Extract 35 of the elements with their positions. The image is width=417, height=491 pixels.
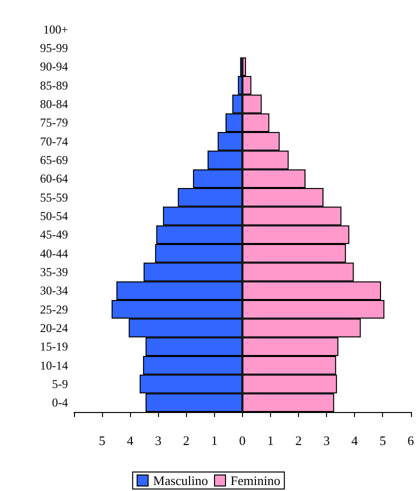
y-tick-label: 60-64 bbox=[40, 172, 68, 186]
x-tick-label: 1 bbox=[267, 433, 274, 448]
y-tick-label: 95-99 bbox=[40, 41, 68, 55]
y-tick-label: 55-59 bbox=[40, 190, 68, 204]
y-tick-label: 100+ bbox=[43, 22, 68, 36]
y-tick-label: 65-69 bbox=[40, 153, 68, 167]
y-tick-label: 0-4 bbox=[52, 396, 68, 410]
y-tick-label: 75-79 bbox=[40, 116, 68, 130]
x-tick-label: 4 bbox=[351, 433, 358, 448]
legend-label: Feminino bbox=[230, 473, 280, 488]
y-tick-label: 35-39 bbox=[40, 265, 68, 279]
y-tick-label: 40-44 bbox=[40, 246, 68, 260]
x-tick-label: 4 bbox=[126, 433, 134, 448]
x-tick-label: 6 bbox=[408, 433, 414, 448]
x-tick-label: 2 bbox=[295, 433, 302, 448]
y-tick-label: 50-54 bbox=[40, 209, 68, 223]
y-tick-label: 20-24 bbox=[40, 321, 68, 335]
y-tick-label: 25-29 bbox=[40, 302, 68, 316]
legend-label: Masculino bbox=[153, 473, 208, 488]
y-tick-label: 70-74 bbox=[40, 134, 68, 148]
y-tick-label: 5-9 bbox=[52, 377, 68, 391]
x-tick-label: 3 bbox=[323, 433, 330, 448]
x-tick-label: 5 bbox=[98, 433, 106, 448]
y-tick-label: 80-84 bbox=[40, 97, 68, 111]
x-tick-label: 3 bbox=[154, 433, 162, 448]
x-tick-label: 5 bbox=[379, 433, 386, 448]
y-tick-label: 10-14 bbox=[40, 358, 68, 372]
x-tick-label: 0 bbox=[239, 433, 246, 448]
x-tick-label: 2 bbox=[183, 433, 190, 448]
y-tick-label: 30-34 bbox=[40, 284, 68, 298]
y-tick-label: 90-94 bbox=[40, 60, 68, 74]
y-tick-label: 45-49 bbox=[40, 228, 68, 242]
y-tick-label: 85-89 bbox=[40, 78, 68, 92]
x-tick-label: 1 bbox=[211, 433, 218, 448]
y-tick-label: 15-19 bbox=[40, 340, 68, 354]
